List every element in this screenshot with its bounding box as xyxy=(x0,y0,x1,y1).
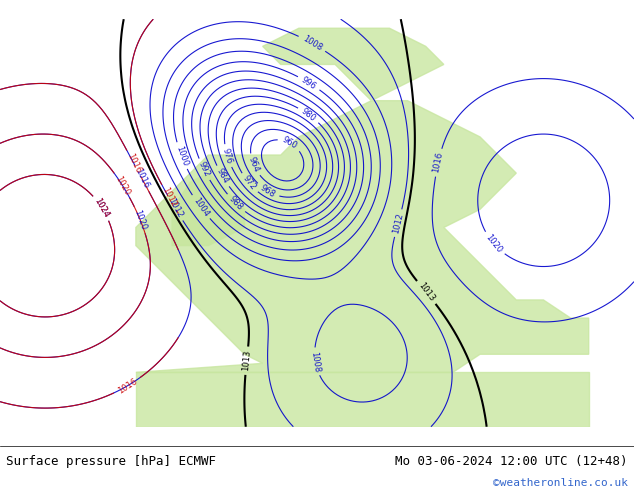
Text: ©weatheronline.co.uk: ©weatheronline.co.uk xyxy=(493,478,628,489)
Polygon shape xyxy=(172,173,245,245)
Text: 1020: 1020 xyxy=(113,174,131,196)
Text: 1016: 1016 xyxy=(432,151,444,174)
Text: 1012: 1012 xyxy=(160,186,178,209)
Text: 980: 980 xyxy=(300,106,318,123)
Text: 972: 972 xyxy=(241,174,257,192)
Text: 960: 960 xyxy=(281,135,299,151)
Text: 1020: 1020 xyxy=(484,233,504,255)
Text: 988: 988 xyxy=(227,195,245,212)
Text: 992: 992 xyxy=(197,160,211,178)
Text: 1024: 1024 xyxy=(93,196,111,220)
Polygon shape xyxy=(136,372,589,427)
Text: 984: 984 xyxy=(215,167,230,185)
Text: 964: 964 xyxy=(247,156,261,174)
Text: 1016: 1016 xyxy=(116,376,139,395)
Text: 1016: 1016 xyxy=(125,152,143,175)
Text: 1008: 1008 xyxy=(301,34,323,53)
Text: Mo 03-06-2024 12:00 UTC (12+48): Mo 03-06-2024 12:00 UTC (12+48) xyxy=(395,455,628,468)
Text: 1000: 1000 xyxy=(174,145,189,167)
Text: 1024: 1024 xyxy=(93,196,111,220)
Text: 1013: 1013 xyxy=(417,281,436,303)
Text: 1008: 1008 xyxy=(309,350,321,373)
Text: 976: 976 xyxy=(221,147,234,165)
Text: 1004: 1004 xyxy=(191,196,210,218)
Text: 1012: 1012 xyxy=(166,197,184,220)
Text: 1012: 1012 xyxy=(391,212,405,234)
Text: Surface pressure [hPa] ECMWF: Surface pressure [hPa] ECMWF xyxy=(6,455,216,468)
Text: 1013: 1013 xyxy=(242,350,252,371)
Text: 996: 996 xyxy=(300,75,318,91)
Polygon shape xyxy=(136,28,589,372)
Text: 968: 968 xyxy=(259,183,277,199)
Text: 1020: 1020 xyxy=(133,208,148,231)
Text: 1016: 1016 xyxy=(133,167,151,190)
